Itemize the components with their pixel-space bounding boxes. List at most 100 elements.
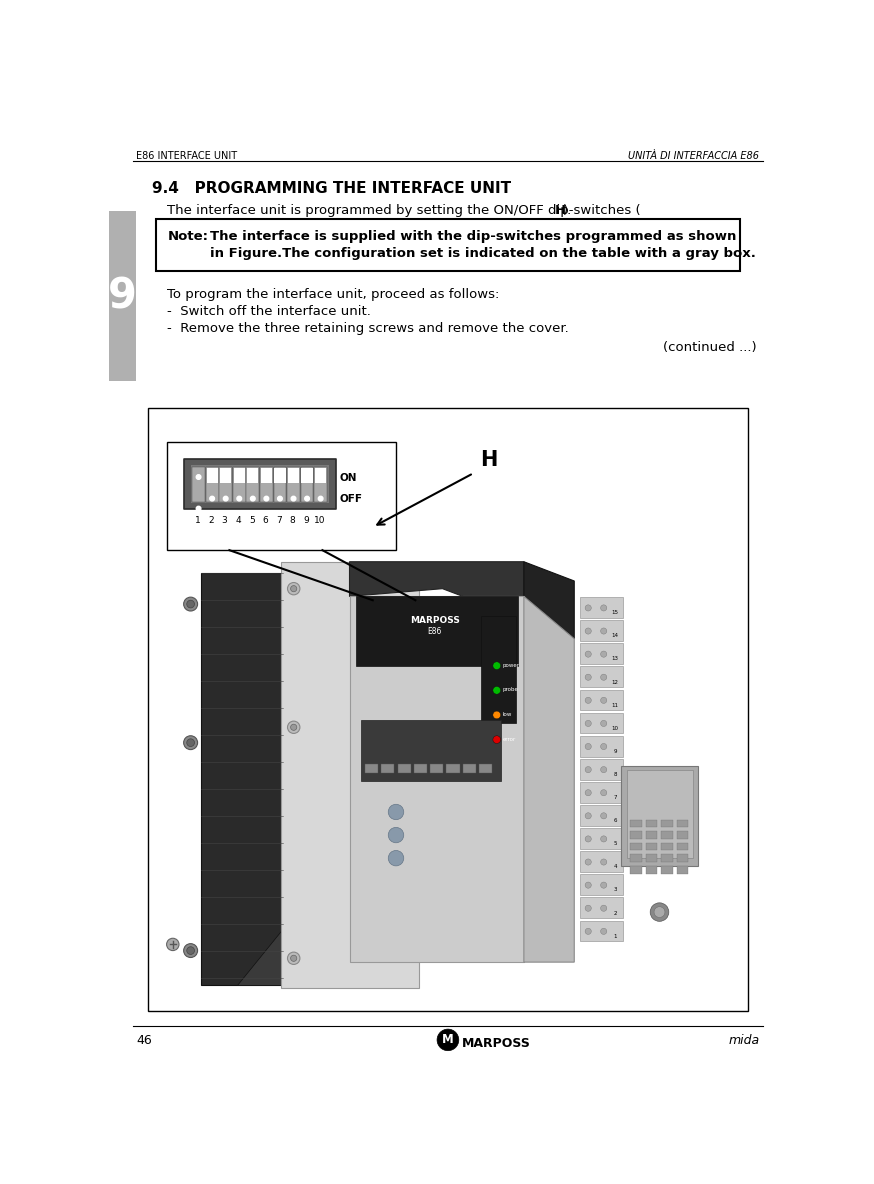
Circle shape bbox=[654, 907, 665, 918]
Circle shape bbox=[600, 697, 607, 703]
Circle shape bbox=[585, 812, 592, 819]
Circle shape bbox=[290, 955, 297, 961]
Bar bbox=[661, 855, 673, 862]
Circle shape bbox=[224, 496, 228, 501]
Bar bbox=[580, 643, 623, 664]
Circle shape bbox=[585, 697, 592, 703]
Bar bbox=[580, 689, 623, 710]
Bar bbox=[630, 866, 642, 874]
Bar bbox=[661, 843, 673, 850]
Circle shape bbox=[585, 651, 592, 657]
Text: H: H bbox=[481, 450, 497, 470]
Text: 8: 8 bbox=[614, 772, 617, 777]
Text: 4: 4 bbox=[235, 515, 241, 525]
Bar bbox=[168, 443, 396, 551]
Bar bbox=[233, 468, 245, 483]
Circle shape bbox=[251, 496, 255, 501]
Bar bbox=[447, 764, 460, 773]
Bar bbox=[627, 770, 693, 858]
Text: power: power bbox=[503, 663, 520, 668]
Circle shape bbox=[210, 496, 214, 501]
Circle shape bbox=[437, 1029, 459, 1050]
Text: OFF: OFF bbox=[339, 494, 363, 504]
Circle shape bbox=[585, 905, 592, 912]
Bar bbox=[220, 468, 232, 483]
Bar bbox=[580, 851, 623, 873]
Circle shape bbox=[600, 605, 607, 611]
Circle shape bbox=[585, 628, 592, 635]
Text: ON: ON bbox=[339, 474, 357, 483]
Circle shape bbox=[197, 507, 201, 511]
Circle shape bbox=[585, 882, 592, 888]
Text: 3: 3 bbox=[614, 888, 617, 893]
Bar bbox=[676, 855, 688, 862]
Circle shape bbox=[290, 725, 297, 731]
Text: MARPOSS: MARPOSS bbox=[461, 1037, 531, 1050]
Bar bbox=[646, 866, 657, 874]
Text: in Figure.The configuration set is indicated on the table with a gray box.: in Figure.The configuration set is indic… bbox=[210, 246, 756, 259]
Bar bbox=[479, 764, 492, 773]
Text: 12: 12 bbox=[612, 680, 619, 684]
Circle shape bbox=[493, 662, 501, 669]
Polygon shape bbox=[350, 597, 524, 963]
Text: 7: 7 bbox=[276, 515, 281, 525]
Circle shape bbox=[288, 952, 300, 965]
Circle shape bbox=[318, 496, 323, 501]
Bar bbox=[430, 764, 443, 773]
Polygon shape bbox=[524, 597, 574, 963]
Circle shape bbox=[187, 739, 195, 747]
Text: 8: 8 bbox=[289, 515, 295, 525]
Bar bbox=[630, 855, 642, 862]
Circle shape bbox=[278, 496, 282, 501]
Text: E86: E86 bbox=[427, 628, 442, 636]
Polygon shape bbox=[281, 561, 420, 987]
Bar bbox=[646, 819, 657, 828]
Text: -  Remove the three retaining screws and remove the cover.: - Remove the three retaining screws and … bbox=[168, 322, 569, 335]
Bar bbox=[247, 468, 259, 483]
Bar bbox=[361, 720, 501, 781]
Bar bbox=[580, 597, 623, 618]
Circle shape bbox=[187, 947, 195, 954]
Text: 2: 2 bbox=[208, 515, 214, 525]
Text: 9: 9 bbox=[303, 515, 309, 525]
Circle shape bbox=[600, 790, 607, 796]
Bar bbox=[191, 465, 329, 503]
Bar bbox=[184, 459, 336, 509]
Bar bbox=[301, 466, 314, 502]
Circle shape bbox=[600, 905, 607, 912]
Bar bbox=[580, 620, 623, 641]
Circle shape bbox=[305, 496, 309, 501]
Bar bbox=[274, 466, 287, 502]
Circle shape bbox=[585, 836, 592, 842]
Circle shape bbox=[291, 496, 295, 501]
Circle shape bbox=[493, 735, 501, 744]
Circle shape bbox=[600, 720, 607, 727]
Text: 2: 2 bbox=[614, 910, 617, 915]
Bar bbox=[630, 843, 642, 850]
Circle shape bbox=[184, 735, 198, 749]
Bar bbox=[205, 466, 218, 502]
Circle shape bbox=[388, 850, 404, 866]
Circle shape bbox=[237, 496, 241, 501]
Bar bbox=[109, 212, 136, 381]
Text: H: H bbox=[555, 204, 566, 217]
Circle shape bbox=[288, 583, 300, 594]
Bar bbox=[580, 828, 623, 849]
Circle shape bbox=[585, 744, 592, 749]
Bar bbox=[482, 616, 517, 723]
Text: E86 INTERFACE UNIT: E86 INTERFACE UNIT bbox=[136, 152, 238, 161]
Text: UNITÀ DI INTERFACCIA E86: UNITÀ DI INTERFACCIA E86 bbox=[628, 152, 760, 161]
Circle shape bbox=[600, 651, 607, 657]
Bar bbox=[232, 466, 246, 502]
Bar bbox=[156, 219, 740, 271]
Bar bbox=[356, 597, 518, 665]
Bar bbox=[580, 713, 623, 733]
Bar bbox=[580, 874, 623, 895]
Circle shape bbox=[600, 882, 607, 888]
Bar bbox=[413, 764, 427, 773]
Bar bbox=[676, 831, 688, 839]
Circle shape bbox=[184, 597, 198, 611]
Text: 7: 7 bbox=[614, 794, 617, 800]
Bar bbox=[219, 466, 232, 502]
Circle shape bbox=[585, 674, 592, 681]
